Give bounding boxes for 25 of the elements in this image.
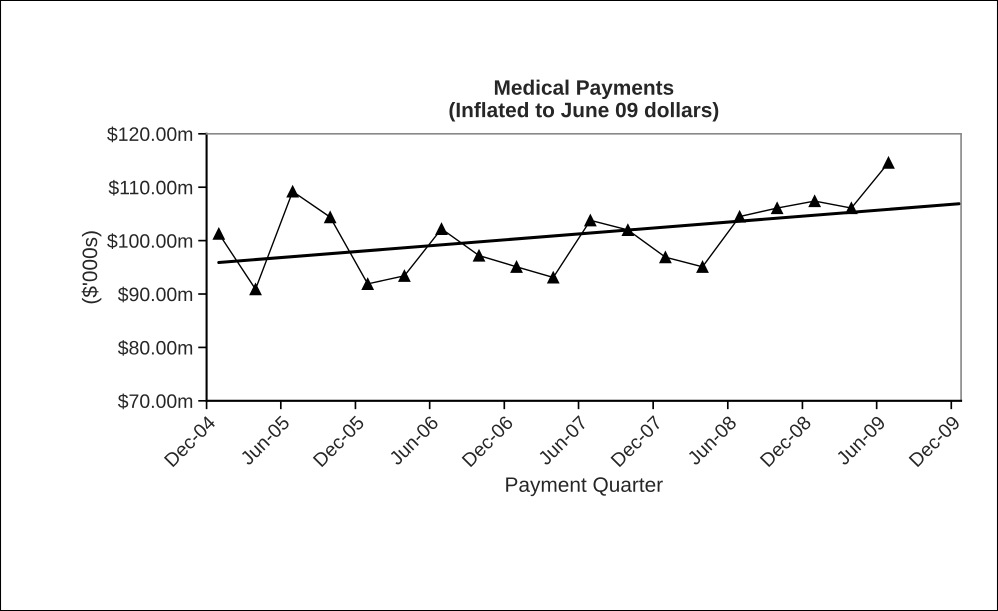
y-axis-title: ($'000s) [82, 231, 102, 304]
point [286, 185, 299, 198]
y-tick-label: $110.00m [108, 180, 192, 196]
y-tick-label: $120.00m [107, 126, 192, 142]
point [808, 195, 821, 208]
point [510, 260, 523, 273]
y-tick-label: $70.00m [118, 393, 192, 410]
point [584, 214, 596, 226]
point [659, 251, 672, 264]
point [249, 283, 262, 296]
point [398, 270, 410, 282]
x-axis-title: Payment Quarter [506, 477, 663, 496]
point [882, 156, 895, 169]
chart-title: Medical Payments (Inflated to June 09 dollars) [449, 80, 718, 122]
point [472, 249, 486, 262]
point [696, 260, 709, 273]
point [547, 271, 560, 284]
point [212, 228, 225, 240]
point [435, 222, 448, 235]
point [771, 202, 784, 214]
y-tick-label: $100.00m [107, 233, 192, 250]
point [362, 278, 374, 290]
y-tick-label: $90.00m [118, 286, 192, 302]
point [324, 211, 336, 224]
y-tick-label: $80.00m [118, 340, 192, 356]
